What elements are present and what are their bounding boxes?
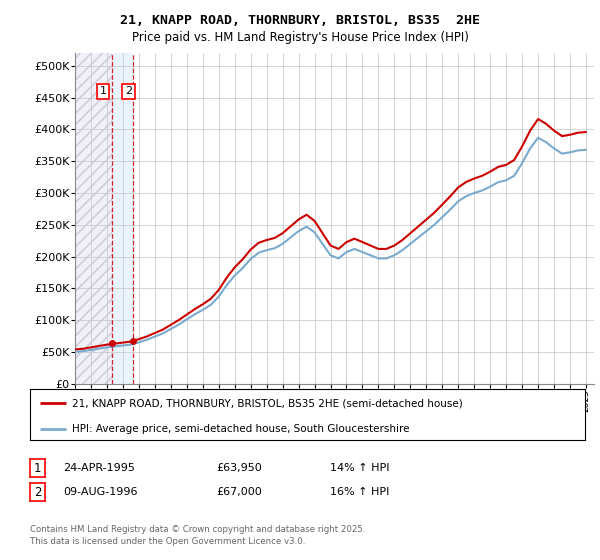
Text: 24-APR-1995: 24-APR-1995: [63, 463, 135, 473]
Text: 2: 2: [125, 86, 132, 96]
Text: Price paid vs. HM Land Registry's House Price Index (HPI): Price paid vs. HM Land Registry's House …: [131, 31, 469, 44]
Text: £63,950: £63,950: [216, 463, 262, 473]
Text: 21, KNAPP ROAD, THORNBURY, BRISTOL, BS35  2HE: 21, KNAPP ROAD, THORNBURY, BRISTOL, BS35…: [120, 14, 480, 27]
Bar: [75, 53, 112, 384]
Text: 21, KNAPP ROAD, THORNBURY, BRISTOL, BS35 2HE (semi-detached house): 21, KNAPP ROAD, THORNBURY, BRISTOL, BS35…: [71, 398, 463, 408]
Text: £67,000: £67,000: [216, 487, 262, 497]
Text: Contains HM Land Registry data © Crown copyright and database right 2025.
This d: Contains HM Land Registry data © Crown c…: [30, 525, 365, 546]
Text: 09-AUG-1996: 09-AUG-1996: [63, 487, 137, 497]
Text: 1: 1: [34, 461, 41, 475]
Text: 2: 2: [34, 486, 41, 499]
Bar: [112, 53, 133, 384]
Text: 1: 1: [100, 86, 107, 96]
Text: HPI: Average price, semi-detached house, South Gloucestershire: HPI: Average price, semi-detached house,…: [71, 423, 409, 433]
Text: 16% ↑ HPI: 16% ↑ HPI: [330, 487, 389, 497]
Text: 14% ↑ HPI: 14% ↑ HPI: [330, 463, 389, 473]
